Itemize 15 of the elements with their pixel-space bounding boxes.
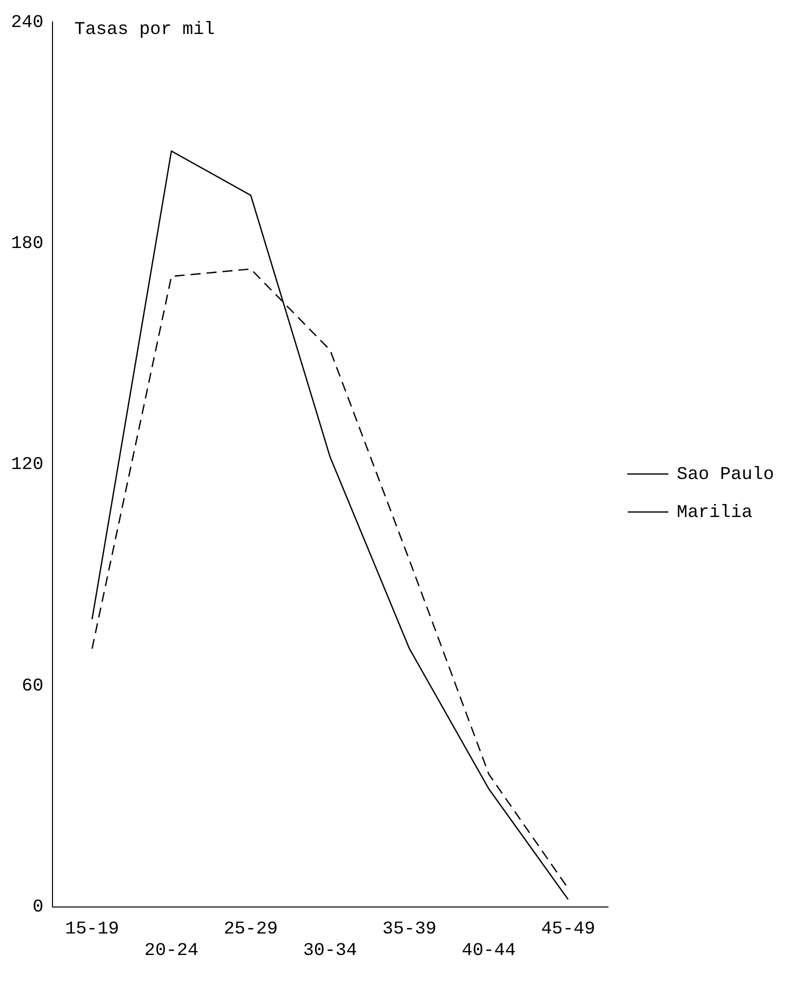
x-tick-label: 45-49 xyxy=(541,919,596,940)
x-tick-label: 25-29 xyxy=(224,919,278,940)
y-tick-label: 240 xyxy=(11,12,44,33)
legend-label: Sao Paulo xyxy=(676,464,774,485)
x-tick-label: 15-19 xyxy=(65,919,120,940)
y-tick-label: 60 xyxy=(22,676,44,696)
x-tick-label: 20-24 xyxy=(144,940,198,961)
y-tick-label: 120 xyxy=(11,455,44,476)
y-axis-title: Tasas por mil xyxy=(74,20,215,40)
x-tick-label: 35-39 xyxy=(382,919,436,940)
x-tick-label: 30-34 xyxy=(303,940,358,961)
y-tick-label: 0 xyxy=(32,898,44,918)
x-tick-label: 40-44 xyxy=(462,940,516,961)
legend-label: Marilia xyxy=(676,502,753,523)
y-tick-label: 180 xyxy=(11,234,44,254)
